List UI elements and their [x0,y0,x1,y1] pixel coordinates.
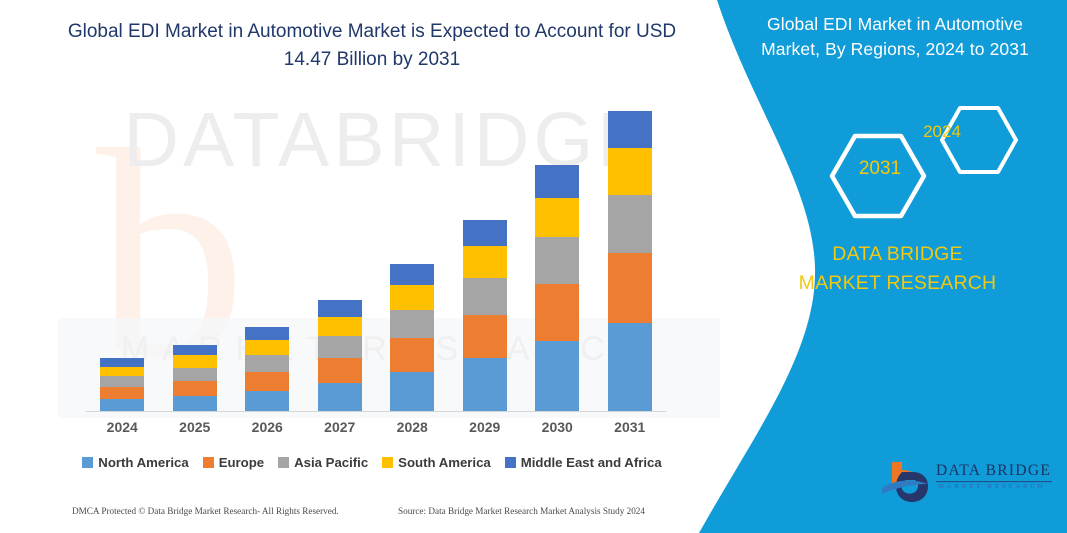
bar-segment [390,372,435,412]
x-tick-2031: 2031 [614,419,646,435]
bar-segment [245,326,290,341]
bar-segment [245,372,290,392]
bar-segment [462,314,507,359]
bar-segment [172,344,217,356]
panel-title: Global EDI Market in Automotive Market, … [761,14,1029,59]
bar-2030 [535,164,580,412]
x-tick-2029: 2029 [469,419,501,435]
bar-2024 [100,357,145,412]
bar-segment [462,358,507,412]
bar-segment [390,309,435,339]
legend-swatch-icon [504,457,516,468]
legend-swatch-icon [382,457,394,468]
bar-segment [607,253,652,323]
logo-underline [936,481,1052,483]
bar-segment [462,277,507,315]
bar-segment [317,335,362,358]
bar-segment [535,197,580,237]
legend-item[interactable]: South America [382,455,491,470]
x-tick-2030: 2030 [541,419,573,435]
bar-segment [245,391,290,412]
brand-name: DATA BRIDGE MARKET RESEARCH [798,243,997,294]
hexagon-outlines [829,106,1018,219]
x-tick-2028: 2028 [396,419,428,435]
axis-baseline [86,411,666,412]
bar-segment [100,366,145,377]
page-title: Global EDI Market in Automotive Market i… [67,21,677,70]
x-tick-2027: 2027 [324,419,356,435]
bar-segment [317,383,362,412]
x-tick-2024: 2024 [106,419,138,435]
footer-copyright: DMCA Protected © Data Bridge Market Rese… [72,506,339,516]
legend-item[interactable]: Asia Pacific [278,455,368,470]
panel-curved-shape [699,0,1067,533]
data-bridge-logo[interactable]: DATA BRIDGE MARKET RESEARCH [878,458,1053,510]
footer: DMCA Protected © Data Bridge Market Rese… [0,506,716,530]
bar-segment [100,387,145,400]
bar-2031 [607,111,652,412]
legend-item[interactable]: North America [82,455,189,470]
right-brand-panel [687,0,1067,533]
logo-subtitle: MARKET RESEARCH [938,483,1046,490]
bar-segment [172,395,217,412]
legend-label: South America [398,455,491,470]
bar-segment [317,299,362,317]
legend-swatch-icon [82,457,94,468]
bar-segment [245,340,290,356]
data-bridge-logo-mark [882,462,928,502]
bar-segment [607,111,652,149]
hexagon-label-left: 2031 [858,158,902,179]
bar-segment [100,399,145,412]
bar-segment [607,148,652,196]
bar-segment [390,263,435,286]
legend-label: Europe [218,455,265,470]
bar-segment [535,340,580,412]
bar-segment [100,357,145,367]
bar-segment [607,322,652,412]
legend-label: Asia Pacific [294,455,369,470]
logo-wordmark: DATA BRIDGE [936,462,1052,479]
legend-label: Middle East and Africa [520,455,662,470]
bar-2027 [317,299,362,412]
bar-segment [317,357,362,384]
bar-2028 [390,263,435,412]
bar-segment [462,219,507,247]
bar-segment [390,285,435,310]
bar-segment [172,355,217,368]
bar-segment [172,367,217,381]
x-tick-2026: 2026 [251,419,283,435]
legend-swatch-icon [202,457,214,468]
legend-item[interactable]: Middle East and Africa [504,455,662,470]
bar-segment [172,380,217,396]
bar-segment [535,164,580,198]
bar-segment [245,355,290,373]
bar-segment [100,376,145,388]
x-tick-2025: 2025 [179,419,211,435]
bar-2026 [245,326,290,412]
hexagon-label-right: 2024 [923,122,961,141]
legend-swatch-icon [278,457,290,468]
bar-segment [535,236,580,285]
bar-2025 [172,344,217,412]
bar-2029 [462,219,507,412]
bar-segment [535,284,580,341]
legend-item[interactable]: Europe [202,455,265,470]
hexagon-badges: 2031 2024 [820,92,1060,222]
bar-segment [317,316,362,336]
bar-segment [390,338,435,373]
bar-segment [607,195,652,254]
bar-segment [462,246,507,278]
legend-label: North America [98,455,189,470]
x-axis-tick-labels: 2024 2025 2026 2027 2028 2029 2030 2031 [86,419,666,443]
footer-source: Source: Data Bridge Market Research Mark… [398,506,645,516]
chart-legend: North America Europe Asia Pacific South Ame… [62,455,682,470]
stacked-bar-chart [86,100,666,412]
